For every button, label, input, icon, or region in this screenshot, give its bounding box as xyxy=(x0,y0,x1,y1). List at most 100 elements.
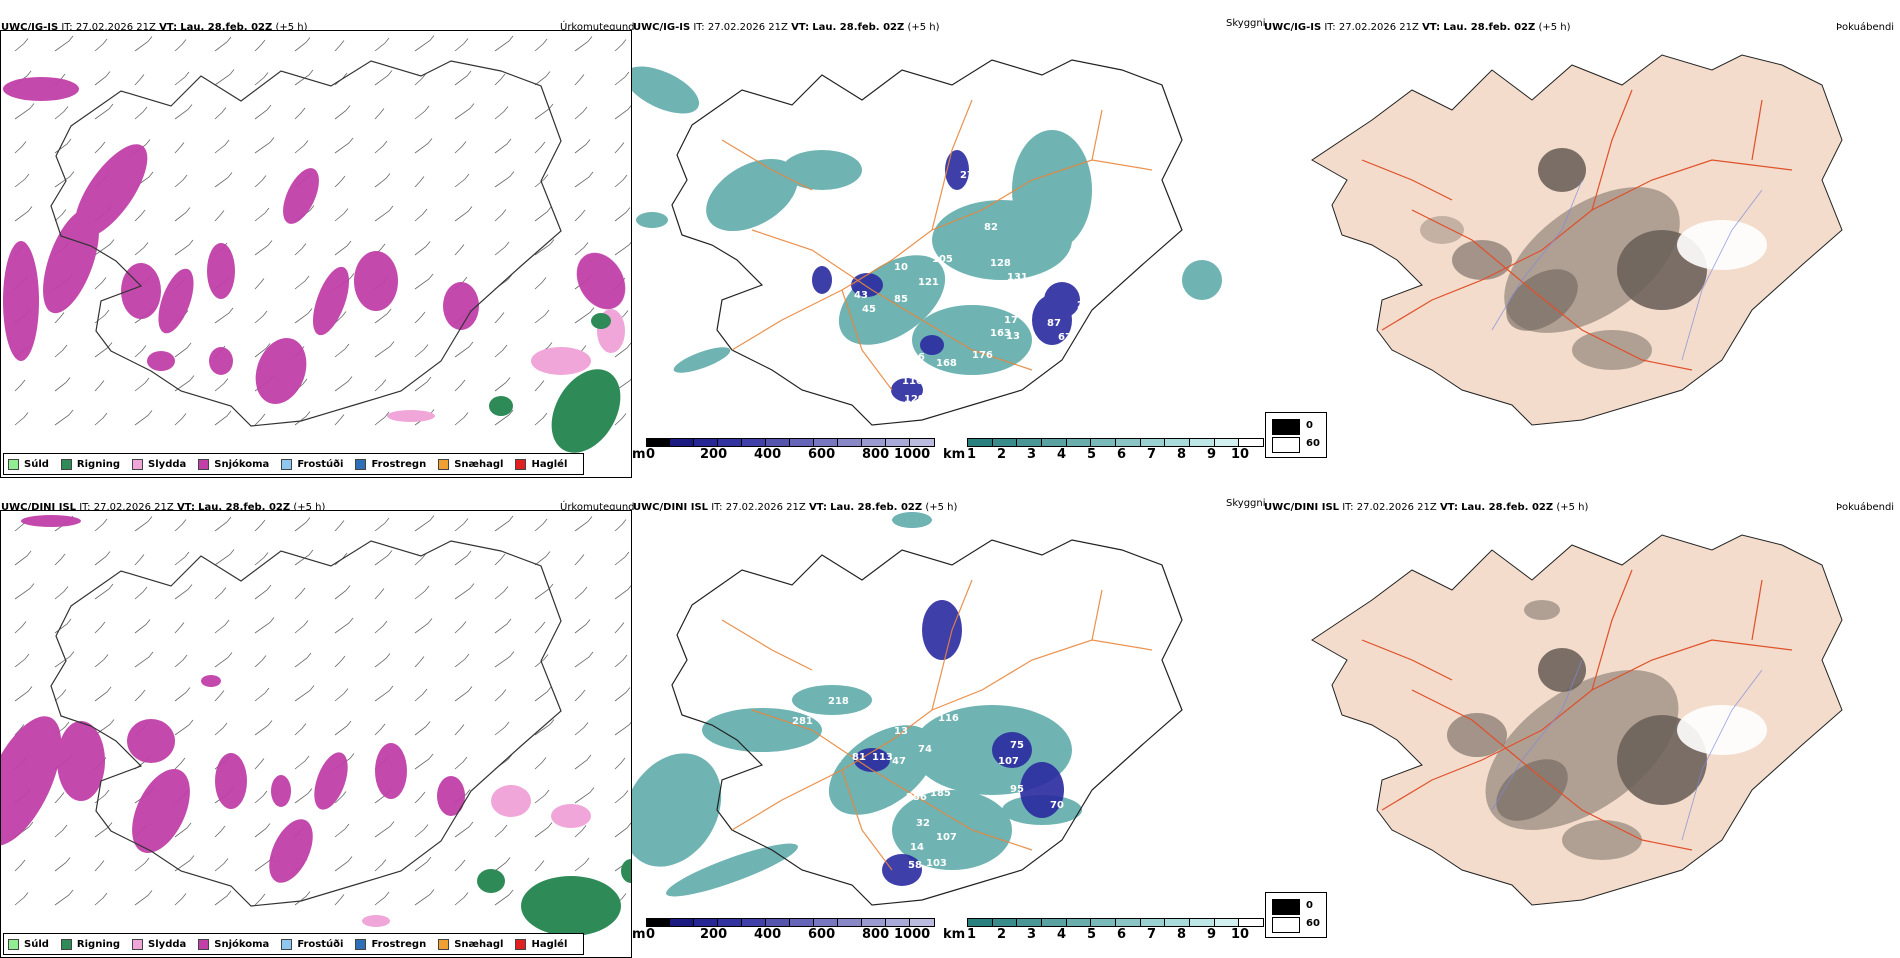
wind-barb xyxy=(294,685,315,702)
wind-barb xyxy=(374,588,385,600)
legend-item: Haglél xyxy=(515,938,567,950)
wind-barb xyxy=(454,206,473,222)
wind-barb xyxy=(494,409,514,426)
wind-barb xyxy=(494,618,512,634)
wind-barb xyxy=(94,892,108,906)
wind-barb xyxy=(414,311,426,324)
legend-item: Haglél xyxy=(515,458,567,470)
wind-barb xyxy=(374,620,388,634)
wind-barb xyxy=(174,855,195,872)
wind-barb xyxy=(534,277,547,290)
wind-barb xyxy=(534,654,549,668)
wind-barb xyxy=(254,137,275,154)
wind-barb xyxy=(174,71,190,86)
wind-barb xyxy=(294,755,310,770)
wind-barb xyxy=(374,550,393,566)
wind-barb xyxy=(94,380,105,392)
wind-barb xyxy=(614,71,630,86)
visibility-label: 129 xyxy=(904,394,925,405)
legend-swatch xyxy=(355,458,367,470)
wind-barb xyxy=(374,70,393,86)
wind-barb xyxy=(54,35,74,52)
wind-barb xyxy=(54,586,69,600)
visibility-label: 116 xyxy=(938,713,959,724)
wind-barb xyxy=(254,790,268,804)
wind-barb xyxy=(334,856,353,872)
wind-barb xyxy=(334,343,350,358)
fog-index-map xyxy=(1262,30,1900,478)
wind-barb xyxy=(574,139,591,154)
wind-barb xyxy=(374,308,392,324)
wind-barb xyxy=(54,889,74,906)
wind-barbs xyxy=(14,515,631,906)
wind-barb xyxy=(174,413,187,426)
wind-barb xyxy=(534,38,548,52)
wind-barb xyxy=(454,550,472,566)
legend-swatch xyxy=(281,458,293,470)
wind-barb xyxy=(294,587,306,600)
fog-index-legend: 0 60 xyxy=(1265,412,1327,458)
legend-swatch xyxy=(438,458,450,470)
wind-barb xyxy=(374,821,395,838)
wind-barb xyxy=(374,173,391,188)
wind-barb xyxy=(254,343,271,358)
wind-barb xyxy=(574,754,592,770)
visibility-label: 74 xyxy=(918,744,932,755)
wind-barb xyxy=(134,651,154,668)
legend-swatch xyxy=(132,458,144,470)
wind-barb xyxy=(94,141,106,154)
legend-item: Snjókoma xyxy=(198,938,269,950)
precip-snow-areas xyxy=(1,515,465,883)
wind-barb xyxy=(294,275,310,290)
legend-swatch xyxy=(515,458,527,470)
wind-barb xyxy=(374,205,394,222)
wind-barb xyxy=(494,553,506,566)
visibility-label: 218 xyxy=(828,696,849,707)
wind-barb xyxy=(214,378,229,392)
visibility-label: 270 xyxy=(960,170,981,181)
wind-barb xyxy=(294,723,307,736)
visibility-label: 400 xyxy=(798,322,819,333)
wind-barb xyxy=(54,857,71,872)
wind-barb xyxy=(534,518,548,532)
visibility-label: 17 xyxy=(1004,315,1018,326)
wind-barb xyxy=(574,209,586,222)
visibility-label: 105 xyxy=(932,254,953,265)
legend-item: Súld xyxy=(8,458,49,470)
wind-barb xyxy=(174,719,194,736)
visibility-label: 168 xyxy=(936,358,957,369)
wind-barb xyxy=(14,38,29,52)
header-fog: UWC/IG-IS IT: 27.02.2026 21Z VT: Lau. 28… xyxy=(1264,22,1571,33)
wind-barb xyxy=(54,409,74,426)
wind-barb xyxy=(414,105,430,120)
visibility-value-labels: 870 270 209 40 82 105 128 131 213 87 67 … xyxy=(790,170,1084,411)
wind-barb xyxy=(534,380,545,392)
visibility-label: 22 xyxy=(828,754,842,765)
wind-barb xyxy=(414,273,434,290)
wind-barb xyxy=(454,173,470,188)
wind-barb xyxy=(614,413,627,426)
visibility-map-svg: 218 246 281 116 169 73 75 107 95 70 81 1… xyxy=(632,512,1183,906)
visibility-value-labels: 218 246 281 116 169 73 75 107 95 70 81 1… xyxy=(792,648,1064,871)
header-fog: UWC/DINI ISL IT: 27.02.2026 21Z VT: Lau.… xyxy=(1264,502,1589,513)
wind-barb xyxy=(494,889,514,906)
wind-barb xyxy=(494,721,510,736)
wind-barb xyxy=(254,893,266,906)
legend-item: Snjókoma xyxy=(198,458,269,470)
iceland-landmass xyxy=(1311,534,1843,906)
wind-barb xyxy=(334,414,345,426)
iceland-coastline xyxy=(671,59,1183,426)
wind-barb xyxy=(414,688,428,702)
legend-swatch xyxy=(515,938,527,950)
wind-barb xyxy=(214,549,235,566)
wind-barb xyxy=(294,411,311,426)
precip-type-map: Súld Rigning Slydda Snjókoma Frostúði Fr… xyxy=(0,510,632,958)
visibility-label: 185 xyxy=(930,788,951,799)
wind-barb xyxy=(374,859,387,872)
wind-barb xyxy=(334,520,345,532)
legend-item: Frostregn xyxy=(355,938,426,950)
wind-barb xyxy=(334,240,352,256)
wind-barb xyxy=(334,617,354,634)
visibility-label: 47 xyxy=(890,230,904,241)
forecast-row-2: UWC/DINI ISL IT: 27.02.2026 21Z VT: Lau.… xyxy=(0,488,1900,958)
